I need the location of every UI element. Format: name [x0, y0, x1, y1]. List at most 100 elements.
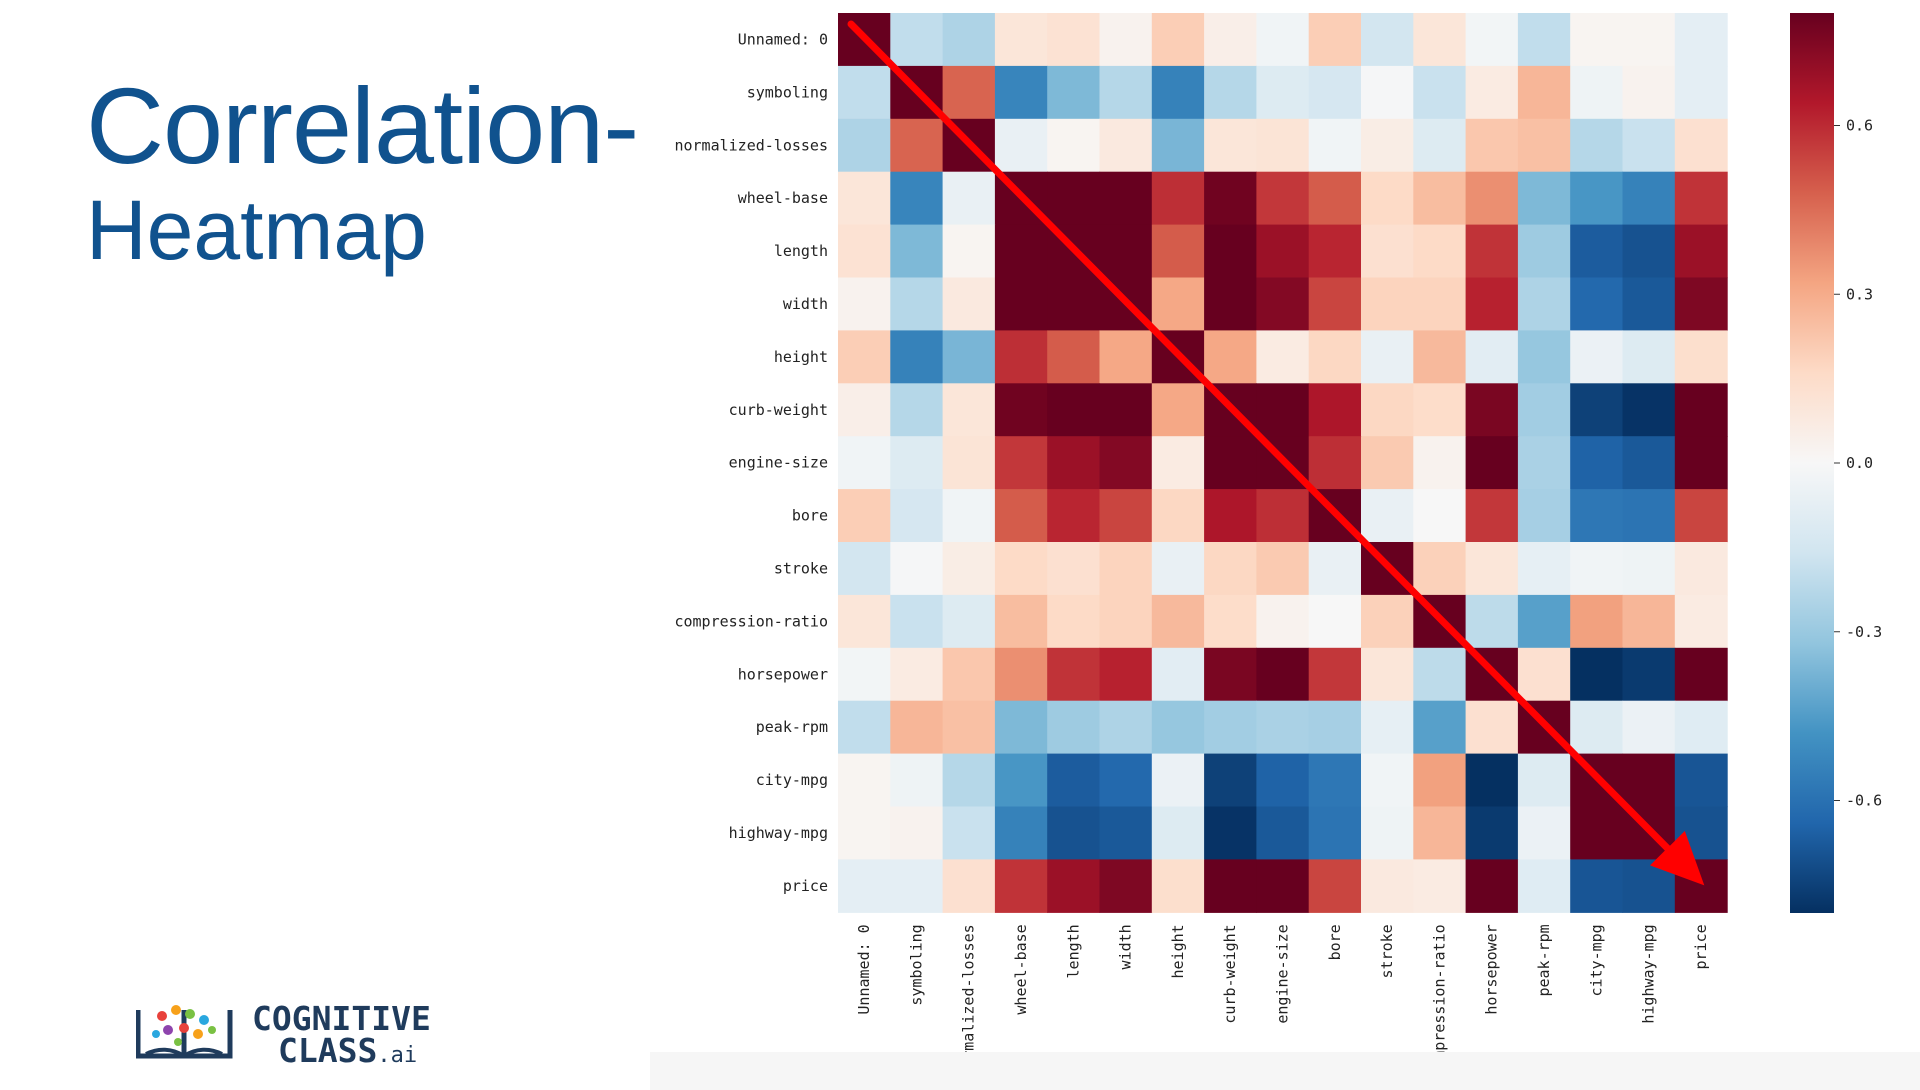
heatmap-cell	[942, 700, 996, 755]
heatmap-cell	[838, 277, 891, 331]
slide-title: Correlation-	[86, 65, 639, 186]
heatmap-cell	[1622, 647, 1676, 702]
heatmap-cell	[994, 647, 1048, 702]
column-label: width	[1117, 924, 1135, 969]
heatmap-cell	[1361, 594, 1414, 649]
heatmap-cell	[1047, 859, 1101, 913]
heatmap-cell	[1361, 859, 1414, 913]
heatmap-cell	[1047, 330, 1101, 384]
heatmap-cell	[1361, 753, 1414, 808]
heatmap-cell	[1047, 277, 1101, 331]
heatmap-cell	[1413, 277, 1467, 331]
heatmap-cell	[942, 753, 996, 808]
heatmap-cell	[1099, 859, 1153, 913]
heatmap-cell	[890, 806, 944, 860]
heatmap-cell	[1674, 436, 1728, 490]
heatmap-cell	[1099, 224, 1153, 279]
heatmap-cell	[1465, 489, 1519, 543]
heatmap-cells	[838, 13, 1728, 913]
heatmap-cell	[1204, 65, 1257, 120]
heatmap-cell	[1622, 436, 1676, 490]
colorbar-tick-label: 0.0	[1846, 454, 1873, 472]
heatmap-cell	[1099, 806, 1153, 860]
heatmap-cell	[1413, 65, 1467, 120]
heatmap-cell	[1570, 859, 1624, 913]
heatmap-cell	[1622, 753, 1676, 808]
heatmap-cell	[1099, 330, 1153, 384]
heatmap-cell	[1204, 13, 1257, 67]
heatmap-cell	[1413, 806, 1467, 860]
column-label: engine-size	[1274, 924, 1292, 1023]
heatmap-cell	[1204, 542, 1257, 596]
heatmap-cell	[1308, 65, 1362, 120]
heatmap-cell	[1204, 118, 1257, 173]
heatmap-cell	[1361, 65, 1414, 120]
heatmap-cell	[994, 594, 1048, 649]
column-label: wheel-base	[1012, 924, 1030, 1014]
heatmap-cell	[890, 118, 944, 173]
heatmap-cell	[1413, 118, 1467, 173]
heatmap-cell	[838, 489, 891, 543]
heatmap-cell	[994, 277, 1048, 331]
column-label: length	[1064, 924, 1082, 978]
heatmap-cell	[1622, 65, 1676, 120]
heatmap-cell	[1308, 594, 1362, 649]
heatmap-cell	[1047, 647, 1101, 702]
heatmap-cell	[890, 700, 944, 755]
heatmap-cell	[1674, 753, 1728, 808]
heatmap-cell	[994, 859, 1048, 913]
heatmap-cell	[1047, 753, 1101, 808]
heatmap-cell	[1099, 171, 1153, 226]
heatmap-cell	[1622, 13, 1676, 67]
heatmap-cell	[1413, 700, 1467, 755]
heatmap-cell	[1517, 224, 1571, 279]
heatmap-cell	[942, 383, 996, 437]
heatmap-cell	[942, 171, 996, 226]
heatmap-cell	[1047, 383, 1101, 437]
heatmap-cell	[1256, 542, 1310, 596]
heatmap-cell	[1413, 859, 1467, 913]
heatmap-cell	[1361, 118, 1414, 173]
heatmap-cell	[1099, 65, 1153, 120]
heatmap-cell	[1517, 330, 1571, 384]
heatmap-cell	[1047, 489, 1101, 543]
heatmap-cell	[1204, 330, 1257, 384]
heatmap-cell	[942, 859, 996, 913]
heatmap-cell	[1570, 647, 1624, 702]
heatmap-cell	[1622, 118, 1676, 173]
heatmap-cell	[942, 277, 996, 331]
heatmap-cell	[1674, 330, 1728, 384]
cognitive-class-logo	[136, 1005, 233, 1059]
heatmap-cell	[1517, 277, 1571, 331]
heatmap-cell	[1465, 224, 1519, 279]
diagonal-annotation-arrow	[847, 20, 1705, 886]
heatmap-cell	[1674, 542, 1728, 596]
heatmap-cell	[1413, 542, 1467, 596]
heatmap-cell	[1465, 806, 1519, 860]
heatmap-cell	[1413, 330, 1467, 384]
heatmap-cell	[890, 647, 944, 702]
heatmap-cell	[890, 330, 944, 384]
heatmap-cell	[838, 330, 891, 384]
heatmap-cell	[1256, 224, 1310, 279]
heatmap-cell	[1674, 700, 1728, 755]
colorbar-tick-label: 0.6	[1846, 117, 1873, 135]
heatmap-cell	[890, 542, 944, 596]
heatmap-cell	[1256, 753, 1310, 808]
column-label: normalized-losses	[960, 924, 978, 1078]
heatmap-cell	[1570, 171, 1624, 226]
heatmap-cell	[838, 436, 891, 490]
heatmap-cell	[838, 594, 891, 649]
slide-subtitle: Heatmap	[86, 183, 427, 277]
column-label: stroke	[1378, 924, 1396, 978]
heatmap-column-labels: Unnamed: 0 symboling normalized-losses whee…	[855, 924, 1710, 1078]
row-label: wheel-base	[738, 189, 828, 207]
heatmap-cell	[1047, 806, 1101, 860]
heatmap-cell	[1465, 594, 1519, 649]
heatmap-cell	[994, 542, 1048, 596]
heatmap-cell	[890, 171, 944, 226]
heatmap-cell	[838, 383, 891, 437]
heatmap-cell	[1204, 594, 1257, 649]
